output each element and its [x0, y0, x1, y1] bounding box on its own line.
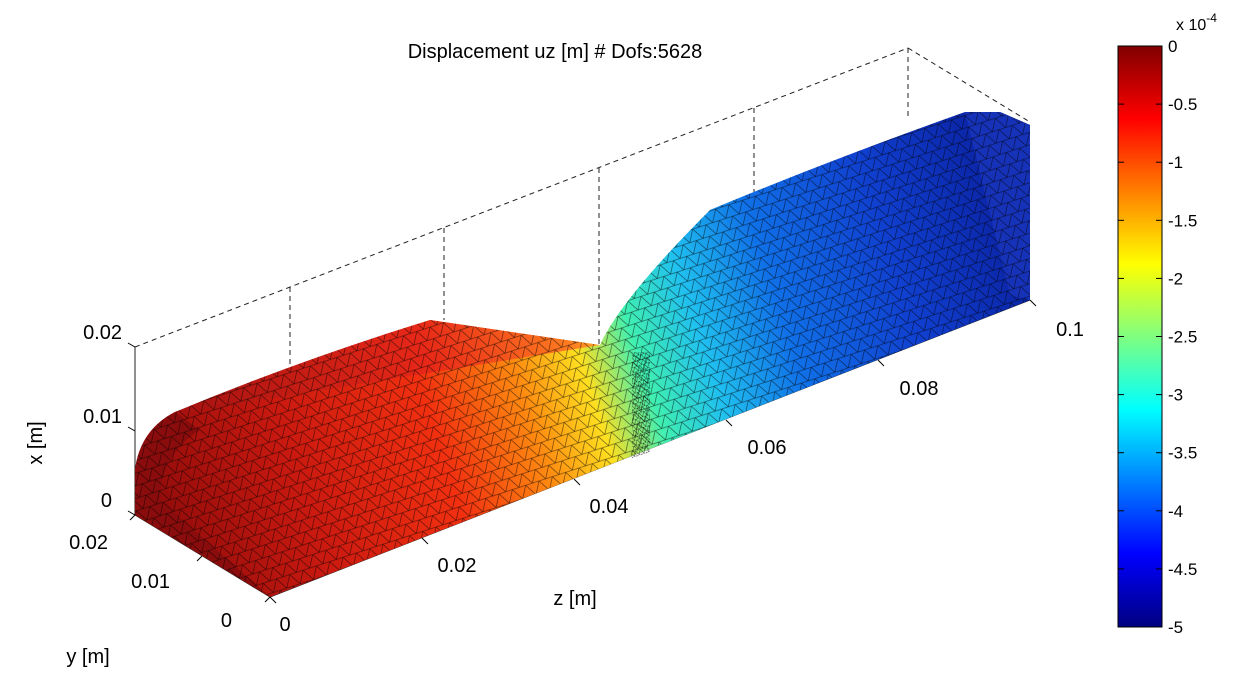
x-tick-label: 0	[101, 490, 112, 512]
colorbar-exponent: x 10-4	[1176, 11, 1217, 34]
z-tick-label: 0.06	[748, 437, 787, 459]
colorbar-tick-label: -3	[1168, 386, 1183, 405]
colorbar-tick-label: -1.5	[1168, 211, 1197, 230]
colorbar-tick-label: 0	[1168, 37, 1177, 56]
mesh-body	[135, 112, 1030, 597]
colorbar-tick-label: -1	[1168, 153, 1183, 172]
colorbar-tick-label: -4	[1168, 502, 1183, 521]
z-tick-label: 0.1	[1056, 319, 1084, 341]
y-tick-label: 0.02	[69, 532, 108, 554]
x-tick-label: 0.01	[83, 406, 122, 428]
x-tick-label: 0.02	[83, 322, 122, 344]
y-tick-label: 0	[221, 610, 232, 632]
colorbar-tick-label: -4.5	[1168, 560, 1197, 579]
axis-ticks	[127, 299, 1037, 604]
z-tick-label: 0	[279, 614, 290, 636]
x-axis-label: x [m]	[25, 421, 47, 464]
y-axis-label: y [m]	[66, 646, 109, 668]
z-axis-label: z [m]	[553, 588, 596, 610]
z-tick-label: 0.04	[590, 496, 629, 518]
colorbar: x 10-4 0 -0.5 -1 -1.5 -2 -2.5 -3 -3.5 -4 -4.5 -5	[1117, 11, 1217, 637]
colorbar-gradient	[1117, 45, 1163, 628]
colorbar-tick-label: -2.5	[1168, 328, 1197, 347]
z-tick-label: 0.08	[900, 378, 939, 400]
colorbar-tick-label: -3.5	[1168, 444, 1197, 463]
z-tick-label: 0.02	[438, 555, 477, 577]
colorbar-tick-label: -2	[1168, 269, 1183, 288]
colorbar-tick-label: -0.5	[1168, 95, 1197, 114]
y-tick-label: 0.01	[131, 571, 170, 593]
colorbar-ticks: 0 -0.5 -1 -1.5 -2 -2.5 -3 -3.5 -4 -4.5 -5	[1118, 37, 1197, 637]
chart-title: Displacement uz [m] # Dofs:5628	[408, 41, 703, 63]
colorbar-tick-label: -5	[1168, 618, 1183, 637]
